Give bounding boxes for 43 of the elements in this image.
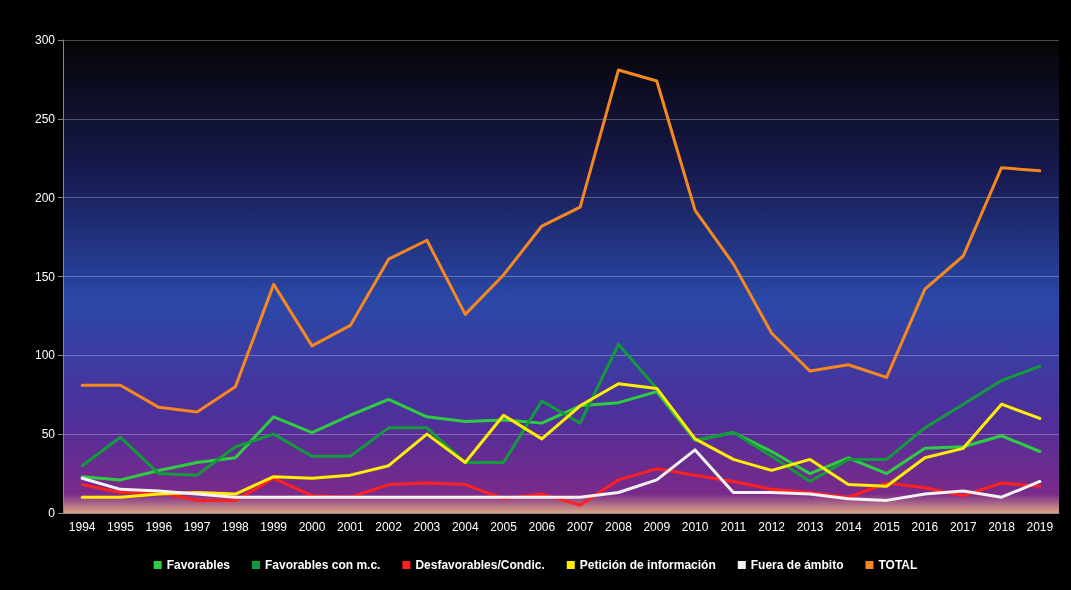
legend-label: Fuera de ámbito	[750, 558, 844, 572]
x-tick-label: 1997	[183, 520, 211, 534]
line-series	[80, 382, 1042, 499]
x-tick-label: 2012	[758, 520, 786, 534]
x-tick-label: 2007	[566, 520, 594, 534]
legend-label: Favorables con m.c.	[265, 558, 381, 572]
x-tick-label: 1996	[145, 520, 173, 534]
line-series	[80, 342, 1042, 483]
x-tick-label: 2017	[949, 520, 977, 534]
y-tick-label: 150	[34, 269, 56, 284]
y-tick-label: 50	[41, 427, 56, 442]
x-tick-label: 1995	[107, 520, 135, 534]
legend-label: Favorables	[166, 558, 231, 572]
legend-label: Petición de información	[579, 558, 716, 572]
x-tick-label: 1998	[222, 520, 250, 534]
x-tick-label: 2016	[911, 520, 939, 534]
line-series	[80, 68, 1042, 414]
x-tick-label: 2014	[834, 520, 862, 534]
legend-label: Desfavorables/Condic.	[415, 558, 545, 572]
x-tick-label: 2002	[375, 520, 403, 534]
y-tick-label: 100	[34, 348, 56, 363]
x-tick-label: 1999	[260, 520, 288, 534]
x-tick-label: 2006	[528, 520, 556, 534]
x-tick-label: 2005	[490, 520, 518, 534]
x-tick-label: 2018	[988, 520, 1016, 534]
y-tick-label: 0	[48, 506, 56, 520]
x-tick-label: 2019	[1026, 520, 1054, 534]
y-tick-label: 250	[34, 111, 56, 126]
line-series	[80, 448, 1042, 502]
x-tick-label: 2001	[336, 520, 364, 534]
x-tick-label: 2009	[643, 520, 671, 534]
x-tick-label: 2000	[298, 520, 326, 534]
legend-label: TOTAL	[878, 558, 918, 572]
x-tick-label: 1994	[68, 520, 96, 534]
x-tick-label: 2004	[451, 520, 479, 534]
x-tick-label: 2011	[720, 520, 747, 534]
x-tick-label: 2010	[681, 520, 709, 534]
x-tick-label: 2015	[873, 520, 901, 534]
y-tick-label: 300	[34, 33, 56, 47]
x-tick-label: 2003	[413, 520, 441, 534]
y-tick-label: 200	[34, 190, 56, 205]
x-tick-label: 2013	[796, 520, 824, 534]
x-tick-label: 2008	[605, 520, 633, 534]
